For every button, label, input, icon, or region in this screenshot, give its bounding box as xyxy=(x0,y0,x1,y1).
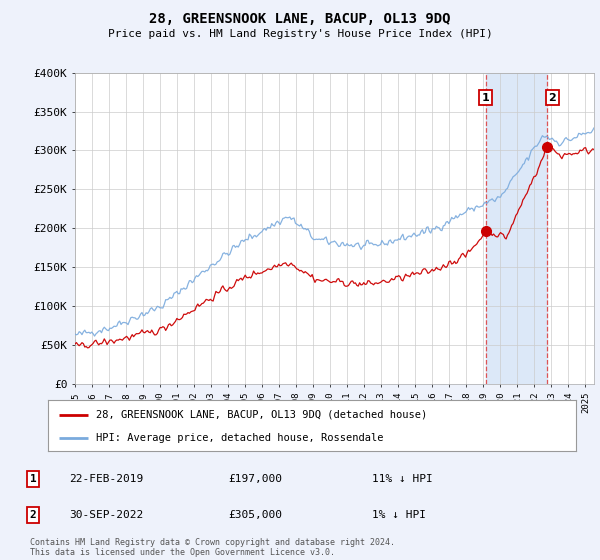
Text: £305,000: £305,000 xyxy=(228,510,282,520)
Text: 28, GREENSNOOK LANE, BACUP, OL13 9DQ: 28, GREENSNOOK LANE, BACUP, OL13 9DQ xyxy=(149,12,451,26)
Text: 11% ↓ HPI: 11% ↓ HPI xyxy=(372,474,433,484)
Bar xyxy=(485,73,547,384)
Text: 22-FEB-2019: 22-FEB-2019 xyxy=(69,474,143,484)
Text: £197,000: £197,000 xyxy=(228,474,282,484)
Text: 28, GREENSNOOK LANE, BACUP, OL13 9DQ (detached house): 28, GREENSNOOK LANE, BACUP, OL13 9DQ (de… xyxy=(95,409,427,419)
Text: 1: 1 xyxy=(482,92,490,102)
Text: 1% ↓ HPI: 1% ↓ HPI xyxy=(372,510,426,520)
Text: 1: 1 xyxy=(29,474,37,484)
Text: 30-SEP-2022: 30-SEP-2022 xyxy=(69,510,143,520)
Text: 2: 2 xyxy=(29,510,37,520)
Text: HPI: Average price, detached house, Rossendale: HPI: Average price, detached house, Ross… xyxy=(95,433,383,443)
Text: 2: 2 xyxy=(548,92,556,102)
Text: Price paid vs. HM Land Registry's House Price Index (HPI): Price paid vs. HM Land Registry's House … xyxy=(107,29,493,39)
Text: Contains HM Land Registry data © Crown copyright and database right 2024.
This d: Contains HM Land Registry data © Crown c… xyxy=(30,538,395,557)
